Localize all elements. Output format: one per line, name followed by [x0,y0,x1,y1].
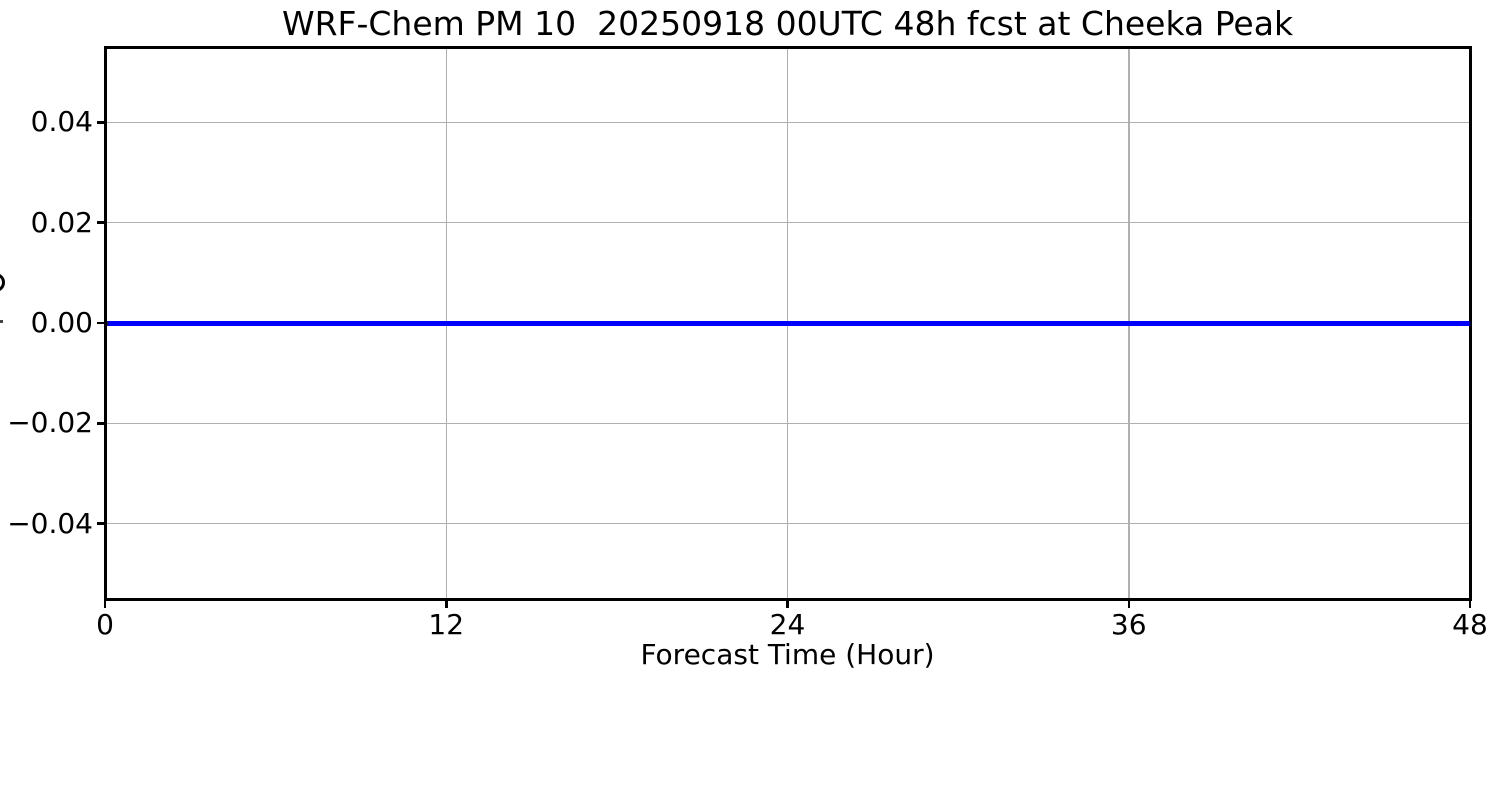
top-spine [103,45,1472,49]
y-tick-label: 0.00 [30,306,93,339]
y-tick-label: 0.04 [30,105,93,139]
x-tick-mark [1468,600,1472,608]
data-series-line [616,320,788,326]
chart-title: WRF-Chem PM 10 20250918 00UTC 48h fcst a… [281,4,1294,43]
y-tick-mark [96,321,104,325]
x-tick-mark [786,600,789,608]
x-tick-label: 48 [1452,607,1488,641]
data-series-line [275,320,447,326]
y-axis-label-clipped-glyph [0,273,5,292]
x-tick-label: 36 [1110,607,1147,641]
y-axis-label-clipped-glyph [0,320,3,323]
data-series-line [1128,320,1300,326]
x-axis-label: Forecast Time (Hour) [640,638,935,671]
data-series-line [105,320,276,326]
data-series-line [787,320,959,326]
left-spine [103,45,107,601]
x-tick-mark [103,600,107,608]
y-tick-mark [96,422,104,425]
y-tick-mark [96,121,104,124]
x-tick-mark [1127,600,1130,608]
y-tick-label: 0.02 [30,205,93,239]
x-tick-label: 0 [96,607,114,641]
bottom-spine [103,597,1472,601]
x-tick-label: 24 [769,607,806,641]
right-spine [1468,45,1472,601]
x-tick-mark [445,600,448,608]
y-tick-label: −0.02 [7,406,93,440]
data-series-line [1299,320,1470,326]
data-series-line [446,320,617,326]
x-tick-label: 12 [428,607,465,641]
y-tick-label: −0.04 [7,506,93,540]
y-tick-mark [96,221,104,224]
y-tick-mark [96,522,104,525]
data-series-line [958,320,1129,326]
